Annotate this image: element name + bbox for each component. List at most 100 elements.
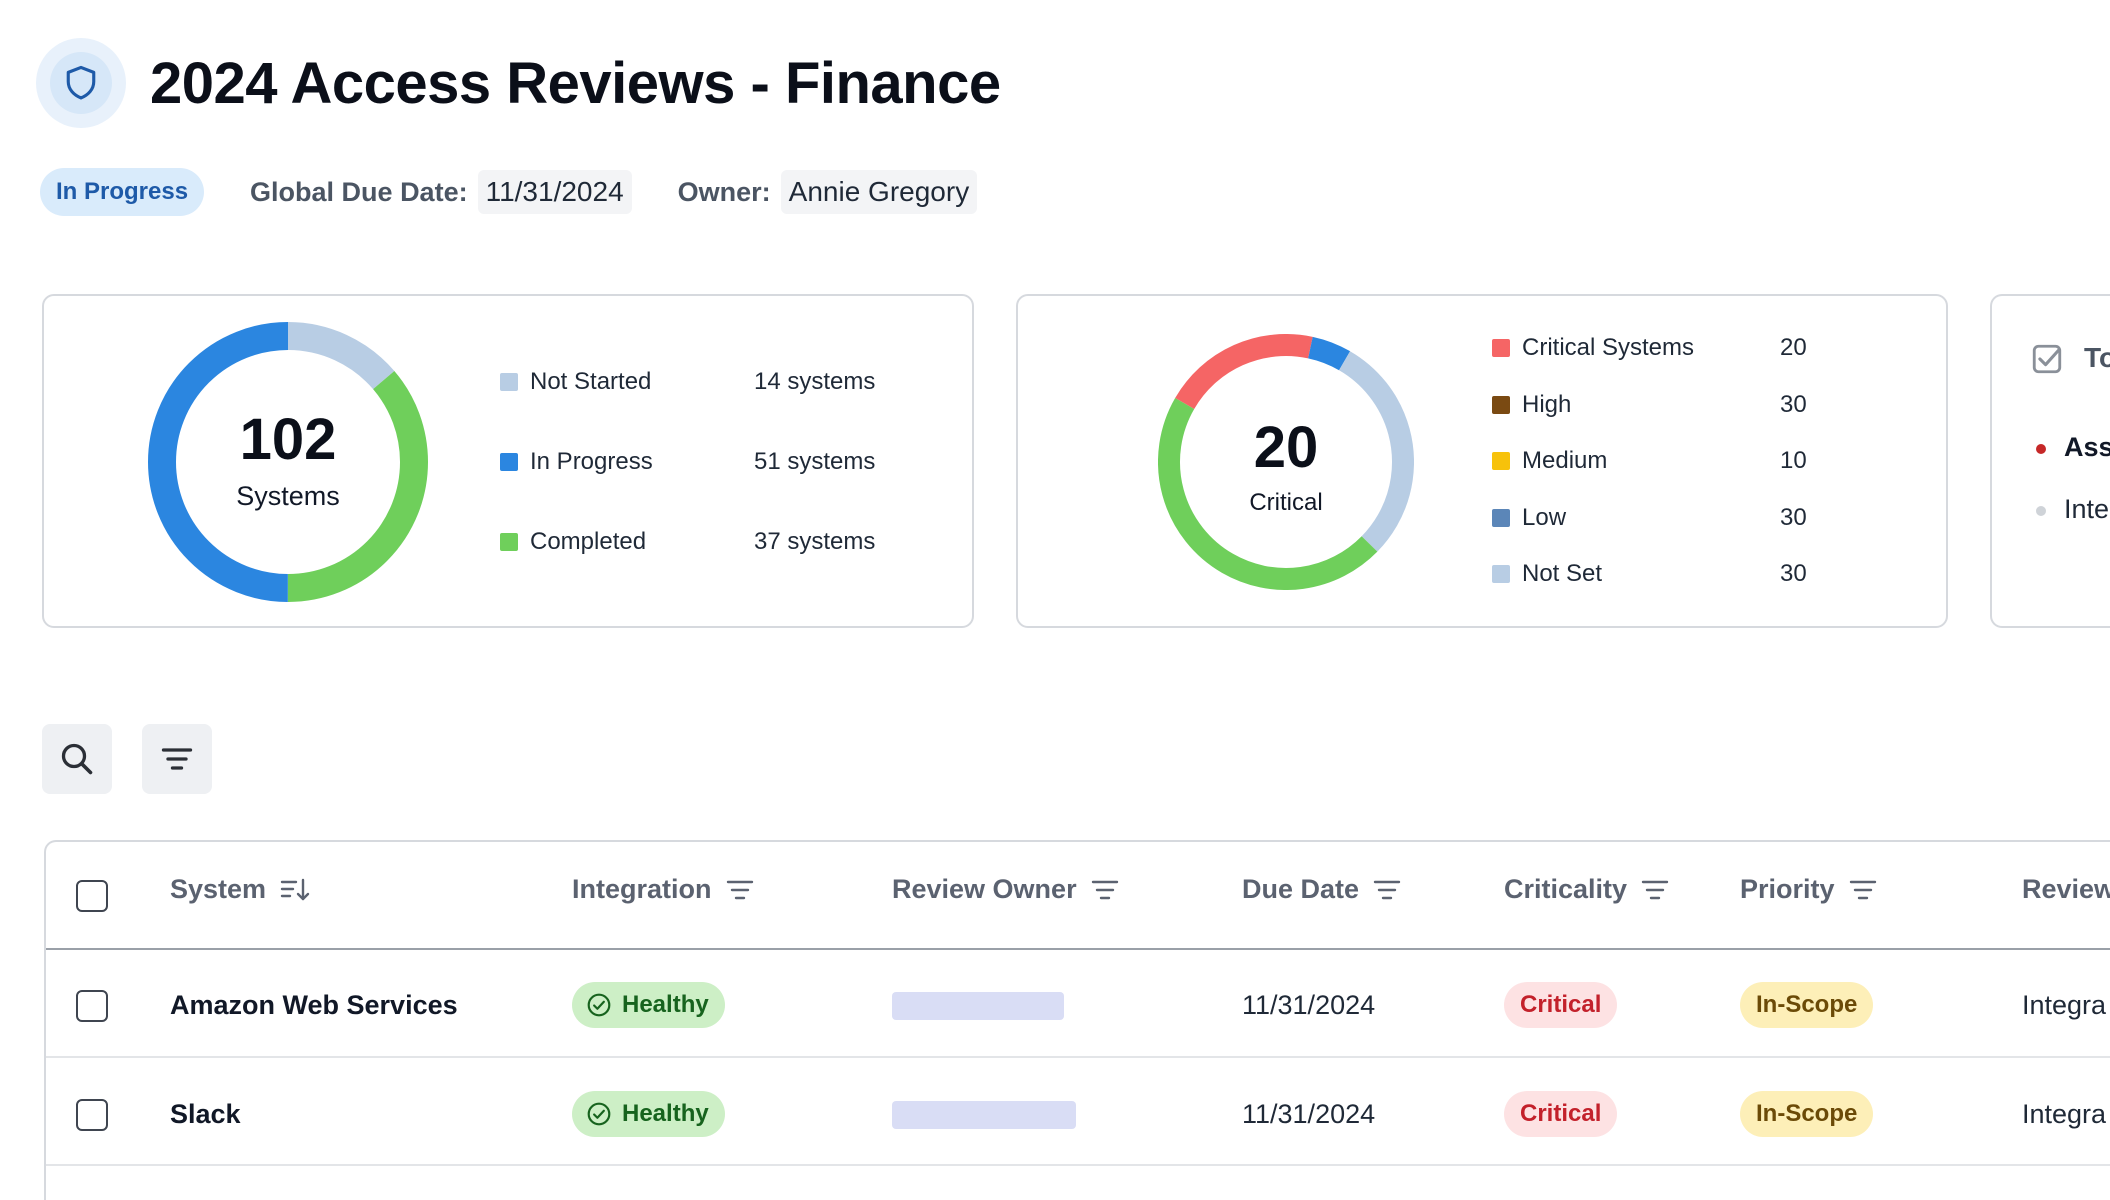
donut-segment-accent [1158,334,1414,590]
row-checkbox[interactable] [76,1099,108,1131]
shield-icon [66,65,96,100]
task-item[interactable]: Inte [2064,494,2110,524]
column-label: Review [2022,874,2110,904]
filter-icon[interactable] [1091,878,1119,902]
legend-label: Not Started [530,368,652,395]
review-type: Integra [2022,990,2107,1020]
task-item[interactable]: Assi [2064,432,2110,462]
check-circle-icon [587,1102,611,1126]
due-date: 11/31/2024 [1242,990,1376,1020]
donut-segment-completed [148,322,428,602]
legend-swatch [500,533,518,551]
legend-item-not-started: Not Started [500,368,651,396]
checkbox-checked-icon [2032,344,2062,374]
header-divider [46,948,2110,950]
column-header-criticality[interactable]: Criticality [1504,874,1669,905]
legend-value: 30 [1780,391,1807,418]
row-divider [46,1164,2110,1166]
search-icon [61,743,93,775]
legend-item-not-set: Not Set [1492,560,1602,588]
filter-icon [161,748,193,770]
legend-swatch [500,453,518,471]
select-all-checkbox[interactable] [76,880,108,912]
criticality-badge: Critical [1504,982,1618,1028]
column-label: Priority [1740,874,1835,904]
filter-icon[interactable] [726,878,754,902]
system-name[interactable]: Amazon Web Services [170,990,458,1020]
review-meta-row: In Progress Global Due Date: 11/31/2024 … [40,168,978,216]
criticality-card: 20 Critical Critical Systems 20 High 30 … [1016,294,1948,628]
owner-label: Owner: [677,176,771,207]
column-header-due-date[interactable]: Due Date [1242,874,1401,905]
filter-button[interactable] [142,724,212,794]
criticality-badge: Critical [1504,1091,1618,1137]
legend-swatch [500,373,518,391]
filter-icon[interactable] [1641,878,1669,902]
tasks-card: To Assi Inte [1990,294,2110,628]
column-label: Due Date [1242,874,1360,904]
legend-value: 20 [1780,334,1807,361]
integration-status-label: Healthy [622,1100,709,1127]
systems-table: System Integration Review Owner Due Date [44,840,2110,1200]
column-label: Integration [572,874,712,904]
review-owner-placeholder [892,1101,1076,1129]
legend-item-low: Low [1492,504,1566,532]
column-header-review-owner[interactable]: Review Owner [892,874,1119,905]
priority-badge: In-Scope [1740,1091,1874,1137]
legend-value: 10 [1780,447,1807,474]
search-button[interactable] [42,724,112,794]
legend-item-high: High [1492,391,1571,419]
sort-icon [280,878,310,900]
legend-item-critical-systems: Critical Systems [1492,334,1694,362]
legend-value: 51 systems [754,448,876,475]
systems-total-label: Systems [236,481,340,511]
check-circle-icon [587,993,611,1017]
status-badge: In Progress [40,168,205,216]
legend-swatch [1492,452,1510,470]
review-owner-placeholder [892,992,1064,1020]
legend-value: 30 [1780,560,1807,587]
system-name[interactable]: Slack [170,1099,241,1129]
legend-label: Completed [530,528,647,555]
task-bullet [2036,506,2046,516]
legend-label: Medium [1522,447,1608,474]
column-header-priority[interactable]: Priority [1740,874,1877,905]
column-header-review[interactable]: Review [2022,874,2110,905]
donut-segment-critical [1158,334,1414,590]
column-label: System [170,874,267,904]
integration-status-badge: Healthy [572,1091,725,1137]
legend-swatch [1492,339,1510,357]
filter-icon[interactable] [1373,878,1401,902]
legend-item-in-progress: In Progress [500,448,653,476]
legend-item-medium: Medium [1492,447,1607,475]
legend-label: Not Set [1522,560,1603,587]
owner-value[interactable]: Annie Gregory [780,170,978,214]
column-header-system[interactable]: System [170,874,310,905]
legend-item-completed: Completed [500,528,646,556]
legend-swatch [1492,565,1510,583]
legend-label: In Progress [530,448,653,475]
systems-total: 102 [239,407,337,472]
page-shield-badge [36,38,126,128]
integration-status-label: Healthy [622,991,709,1018]
legend-label: Low [1522,504,1567,531]
legend-value: 14 systems [754,368,876,395]
row-checkbox[interactable] [76,990,108,1022]
criticality-donut-chart [1158,334,1414,590]
row-divider [46,1056,2110,1058]
systems-donut-chart [148,322,428,602]
filter-icon[interactable] [1849,878,1877,902]
donut-segment-not-set [1158,334,1414,590]
review-type: Integra [2022,1099,2107,1129]
donut-segment-in-progress [148,322,428,602]
tasks-title: To [2084,342,2110,373]
column-label: Criticality [1504,874,1628,904]
critical-total: 20 [1253,415,1319,480]
due-date-value[interactable]: 11/31/2024 [477,170,632,214]
legend-value: 37 systems [754,528,876,555]
systems-status-card: 102 Systems Not Started 14 systems In Pr… [42,294,974,628]
priority-badge: In-Scope [1740,982,1874,1028]
column-label: Review Owner [892,874,1077,904]
legend-label: High [1522,391,1572,418]
column-header-integration[interactable]: Integration [572,874,754,905]
